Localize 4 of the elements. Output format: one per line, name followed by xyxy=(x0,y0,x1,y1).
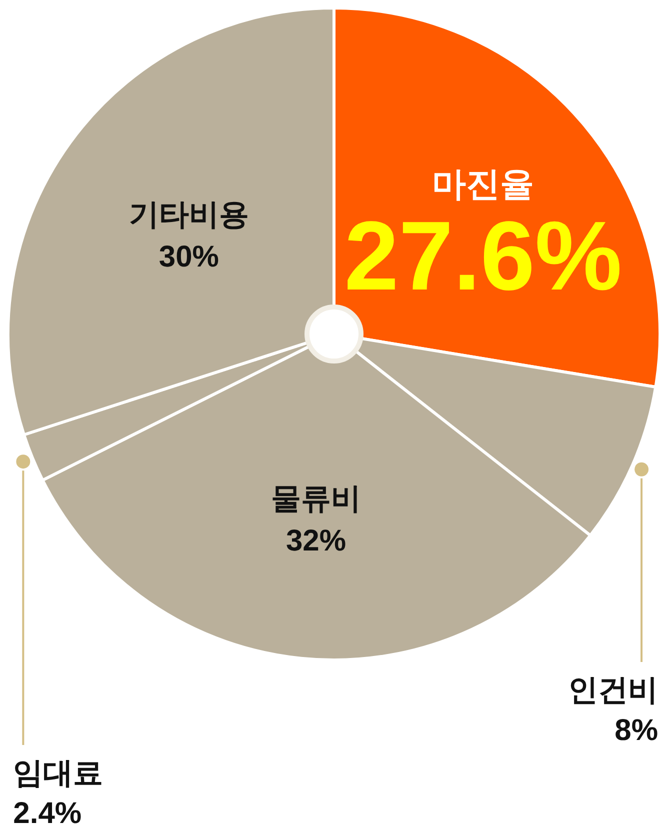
data-label: 2.4% xyxy=(13,797,82,830)
slice-label: 임대료 xyxy=(13,757,104,790)
slice-label: 인건비 xyxy=(568,674,658,707)
data-label: 8% xyxy=(614,714,658,747)
